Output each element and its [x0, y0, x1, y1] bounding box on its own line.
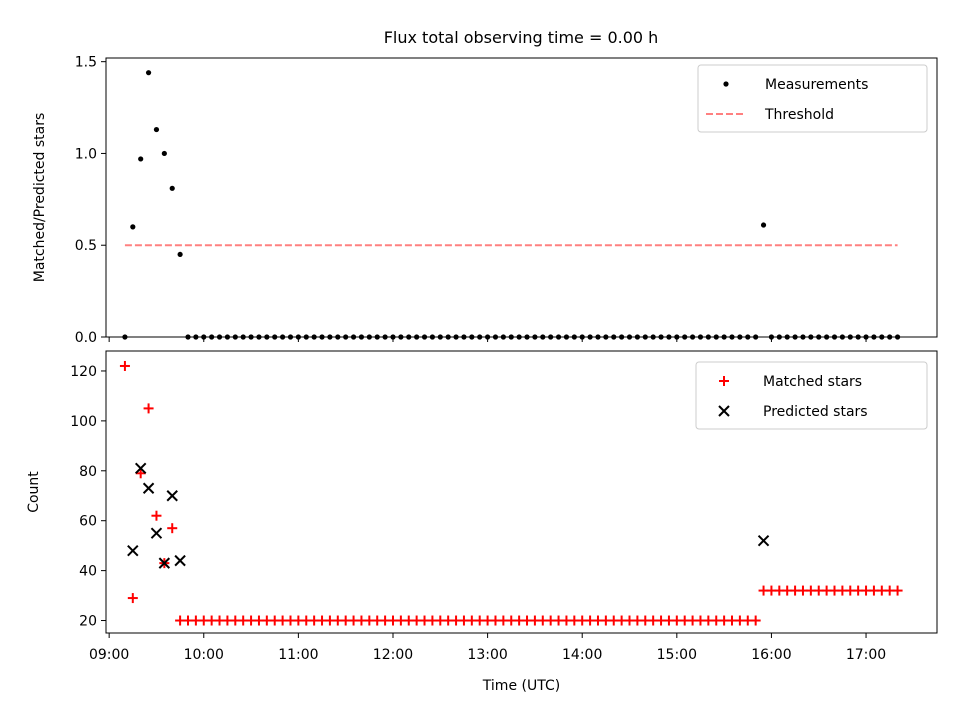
x-tick-label: 12:00: [373, 647, 413, 663]
x-tick-label: 13:00: [467, 647, 507, 663]
matched-star-marker: [135, 468, 146, 479]
y-tick-label: 100: [70, 414, 97, 430]
measurement-point: [760, 222, 767, 228]
y-axis-label: Count: [26, 471, 42, 513]
x-tick-label: 10:00: [184, 647, 224, 663]
axes-frame: [105, 350, 938, 634]
matched-star-marker: [119, 360, 130, 371]
y-tick-label: 40: [79, 564, 97, 580]
predicted-star-marker: [166, 490, 178, 502]
y-tick-label: 1.0: [75, 146, 97, 162]
legend-matched-marker: [719, 376, 729, 386]
predicted-star-marker: [757, 534, 770, 547]
marker-stroke: [174, 554, 186, 567]
measurement-point: [169, 185, 175, 191]
marker-stroke: [127, 544, 139, 557]
x-axis-label: Time (UTC): [482, 678, 560, 694]
matched-star-marker: [167, 523, 178, 534]
y-tick-label: 1.5: [75, 55, 97, 71]
marker-stroke: [757, 534, 770, 547]
marker-stroke: [150, 527, 163, 539]
y-tick-label: 120: [70, 364, 97, 380]
predicted-star-marker: [150, 527, 163, 539]
legend-label: Matched stars: [763, 374, 862, 390]
top-axes: 0.0 0.5 1.0 1.5 Matched/Predicted stars Measu…: [32, 55, 938, 346]
x-tick-label: 15:00: [657, 647, 697, 663]
x-tick-label: 11:00: [278, 647, 318, 663]
matched-star-marker: [127, 593, 138, 604]
legend-frame: [697, 64, 928, 133]
matched-star-marker: [892, 585, 903, 596]
measurement-point: [153, 126, 160, 133]
y-tick-label: 20: [79, 614, 97, 630]
bottom-axes: 20 40 60 80 100 120 09:00 10:00 11:00 12:00 13:00 1…: [26, 350, 938, 694]
legend: Measurements Threshold: [697, 64, 928, 133]
y-axis-label: Matched/Predicted stars: [32, 113, 48, 283]
y-tick-label: 0.0: [75, 330, 97, 346]
x-tick-label: 09:00: [89, 647, 129, 663]
predicted-star-marker: [134, 462, 147, 474]
predicted-star-marker: [142, 482, 155, 494]
matched-star-marker: [151, 510, 162, 521]
legend-predicted-marker: [718, 405, 730, 417]
marker-stroke: [134, 462, 147, 474]
legend-frame: [695, 361, 928, 430]
x-tick-label: 14:00: [562, 647, 602, 663]
legend-label: Measurements: [765, 77, 868, 93]
figure-title: Flux total observing time = 0.00 h: [384, 28, 659, 47]
predicted-star-marker: [158, 557, 171, 569]
measurement-point: [145, 70, 152, 76]
marker-stroke: [142, 482, 155, 494]
legend-label: Predicted stars: [763, 404, 868, 420]
x-tick-label: 17:00: [846, 647, 886, 663]
predicted-star-marker: [127, 544, 139, 557]
marker-stroke: [718, 405, 730, 417]
measurement-point: [177, 251, 183, 258]
marker-stroke: [166, 490, 178, 502]
matched-star-marker: [143, 403, 154, 414]
legend: Matched stars Predicted stars: [695, 361, 928, 430]
legend-measurements-marker: [723, 81, 729, 87]
axes-frame: [105, 57, 938, 338]
measurement-point: [130, 224, 136, 230]
y-tick-label: 0.5: [75, 238, 97, 254]
x-tick-label: 16:00: [751, 647, 791, 663]
y-tick-label: 60: [79, 514, 97, 530]
predicted-star-marker: [174, 554, 186, 567]
measurement-point: [161, 150, 167, 157]
matched-star-marker: [750, 615, 761, 626]
y-tick-label: 80: [79, 464, 97, 480]
legend-label: Threshold: [764, 107, 834, 123]
marker-stroke: [158, 557, 171, 569]
measurement-point: [138, 156, 144, 162]
